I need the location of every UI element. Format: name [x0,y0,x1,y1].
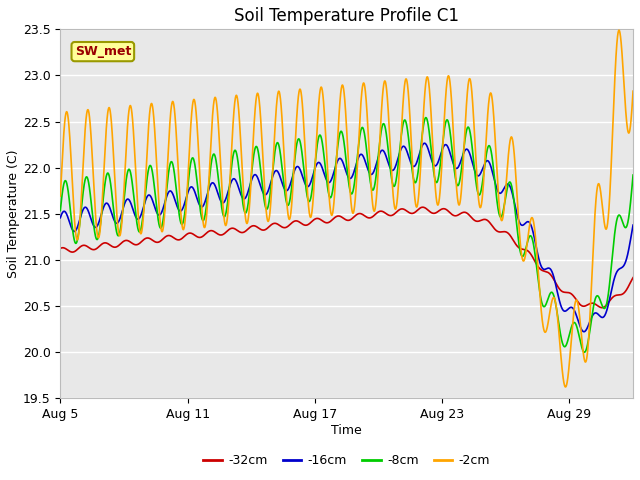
X-axis label: Time: Time [332,424,362,437]
Title: Soil Temperature Profile C1: Soil Temperature Profile C1 [234,7,459,25]
Legend: -32cm, -16cm, -8cm, -2cm: -32cm, -16cm, -8cm, -2cm [198,449,495,472]
Y-axis label: Soil Temperature (C): Soil Temperature (C) [7,150,20,278]
Text: SW_met: SW_met [75,45,131,58]
